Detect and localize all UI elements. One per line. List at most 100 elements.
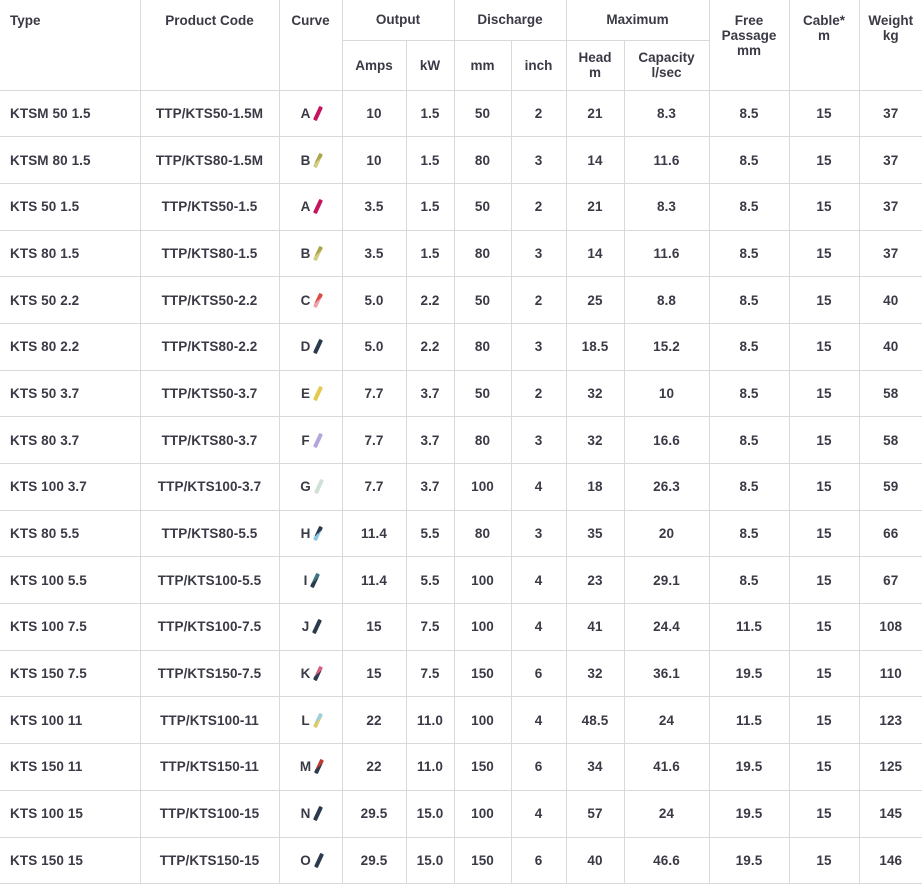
curve-letter: G (300, 479, 311, 495)
table-row: KTSM 80 1.5 TTP/KTS80-1.5M B 10 1.5 80 3… (0, 136, 922, 184)
capacity-cell: 29.1 (623, 556, 710, 605)
cable-cell: 15 (788, 696, 860, 745)
header-head-label: Head (578, 50, 612, 65)
product-code-cell: TTP/KTS50-3.7 (139, 369, 280, 418)
curve-cell: H (278, 509, 343, 558)
type-cell: KTS 150 7.5 (0, 649, 141, 698)
curve-cell: B (278, 136, 343, 184)
kw-cell: 1.5 (405, 89, 455, 138)
type-cell: KTS 50 3.7 (0, 369, 141, 418)
type-cell: KTS 100 11 (0, 696, 141, 745)
capacity-cell: 8.3 (623, 89, 710, 138)
discharge-mm-cell: 80 (453, 136, 512, 184)
header-weight: Weight kg (858, 0, 922, 91)
product-code-cell: TTP/KTS100-5.5 (139, 556, 280, 605)
amps-cell: 3.5 (341, 182, 407, 231)
curve-letter: A (300, 105, 311, 121)
cable-cell: 15 (788, 509, 860, 558)
header-head: Head m (565, 39, 625, 91)
type-cell: KTS 100 15 (0, 789, 141, 838)
product-code-cell: TTP/KTS80-5.5 (139, 509, 280, 558)
type-cell: KTS 80 1.5 (0, 229, 141, 278)
curve-cell: B (278, 229, 343, 278)
free-passage-cell: 8.5 (708, 416, 790, 464)
discharge-inch-cell: 3 (510, 136, 567, 184)
curve-mark-icon (313, 806, 324, 822)
weight-cell: 146 (858, 836, 922, 884)
kw-cell: 11.0 (405, 696, 455, 745)
weight-cell: 67 (858, 556, 922, 605)
header-free-passage-line1: Free (734, 13, 764, 28)
capacity-cell: 15.2 (623, 322, 710, 371)
curve-mark-icon (313, 199, 324, 215)
free-passage-cell: 11.5 (708, 696, 790, 745)
free-passage-cell: 8.5 (708, 369, 790, 418)
discharge-inch-cell: 4 (510, 696, 567, 745)
header-cable-label: Cable* (803, 13, 846, 28)
product-code-cell: TTP/KTS100-15 (139, 789, 280, 838)
amps-cell: 11.4 (341, 509, 407, 558)
cable-cell: 15 (788, 182, 860, 231)
kw-cell: 1.5 (405, 136, 455, 184)
amps-cell: 29.5 (341, 789, 407, 838)
table-row: KTS 50 2.2 TTP/KTS50-2.2 C 5.0 2.2 50 2 … (0, 276, 922, 324)
header-kw: kW (405, 39, 455, 91)
curve-letter: E (300, 385, 311, 401)
header-mm: mm (453, 39, 512, 91)
cable-cell: 15 (788, 276, 860, 324)
head-cell: 57 (565, 789, 625, 838)
table-row: KTS 100 11 TTP/KTS100-11 L 22 11.0 100 4… (0, 696, 922, 745)
discharge-mm-cell: 150 (453, 836, 512, 884)
head-cell: 21 (565, 182, 625, 231)
capacity-cell: 8.3 (623, 182, 710, 231)
curve-cell: A (278, 89, 343, 138)
header-capacity-label: Capacity (638, 50, 695, 65)
product-code-cell: TTP/KTS50-1.5 (139, 182, 280, 231)
amps-cell: 10 (341, 136, 407, 184)
weight-cell: 37 (858, 182, 922, 231)
curve-cell: O (278, 836, 343, 884)
free-passage-cell: 8.5 (708, 229, 790, 278)
curve-cell: N (278, 789, 343, 838)
discharge-inch-cell: 2 (510, 89, 567, 138)
curve-mark-icon (313, 245, 324, 262)
header-type: Type (0, 0, 141, 91)
header-curve: Curve (278, 0, 343, 91)
type-cell: KTS 50 2.2 (0, 276, 141, 324)
cable-cell: 15 (788, 603, 860, 651)
type-cell: KTS 50 1.5 (0, 182, 141, 231)
discharge-mm-cell: 150 (453, 649, 512, 698)
table-row: KTS 100 15 TTP/KTS100-15 N 29.5 15.0 100… (0, 789, 922, 838)
discharge-inch-cell: 6 (510, 836, 567, 884)
weight-cell: 58 (858, 369, 922, 418)
product-code-cell: TTP/KTS100-7.5 (139, 603, 280, 651)
amps-cell: 22 (341, 743, 407, 791)
weight-cell: 40 (858, 322, 922, 371)
header-inch: inch (510, 39, 567, 91)
cable-cell: 15 (788, 229, 860, 278)
curve-letter: J (301, 619, 310, 635)
cable-cell: 15 (788, 789, 860, 838)
curve-mark-icon (313, 385, 324, 402)
table-row: KTS 80 5.5 TTP/KTS80-5.5 H 11.4 5.5 80 3… (0, 509, 922, 558)
curve-mark-icon (313, 339, 324, 355)
amps-cell: 29.5 (341, 836, 407, 884)
kw-cell: 7.5 (405, 603, 455, 651)
head-cell: 14 (565, 136, 625, 184)
discharge-mm-cell: 80 (453, 322, 512, 371)
product-code-cell: TTP/KTS150-7.5 (139, 649, 280, 698)
curve-letter: K (300, 666, 311, 682)
curve-mark-icon (313, 665, 324, 682)
curve-letter: F (301, 432, 310, 448)
header-output: Output (341, 0, 455, 41)
header-cable-unit: m (818, 28, 831, 43)
weight-cell: 123 (858, 696, 922, 745)
table-row: KTSM 50 1.5 TTP/KTS50-1.5M A 10 1.5 50 2… (0, 89, 922, 138)
discharge-inch-cell: 4 (510, 463, 567, 511)
table-body: KTSM 50 1.5 TTP/KTS50-1.5M A 10 1.5 50 2… (0, 89, 922, 884)
table-row: KTS 150 15 TTP/KTS150-15 O 29.5 15.0 150… (0, 836, 922, 884)
free-passage-cell: 11.5 (708, 603, 790, 651)
curve-cell: I (278, 556, 343, 605)
curve-cell: L (278, 696, 343, 745)
